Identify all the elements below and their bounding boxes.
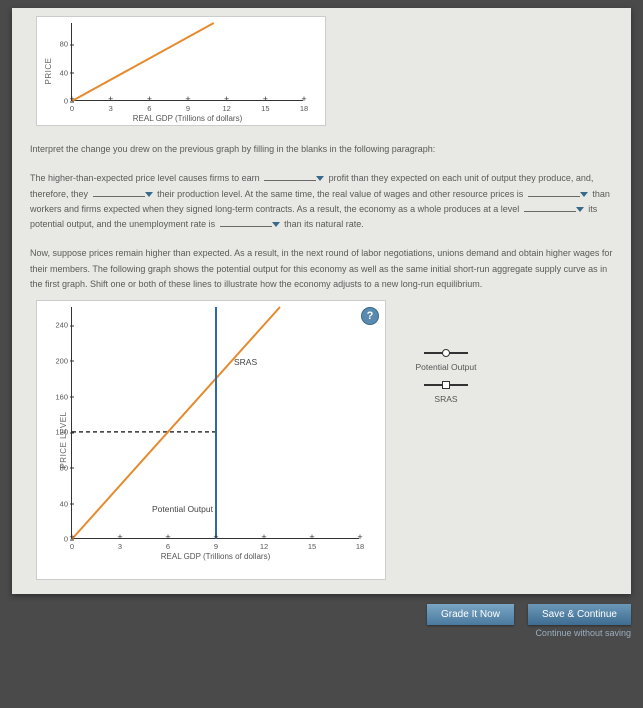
save-continue-button[interactable]: Save & Continue xyxy=(528,604,631,625)
legend-potential[interactable]: Potential Output xyxy=(396,348,496,372)
legend-sras-label: SRAS xyxy=(434,394,457,404)
caret-icon[interactable] xyxy=(272,222,280,227)
fill-paragraph-2: Now, suppose prices remain higher than e… xyxy=(30,246,613,292)
grade-button[interactable]: Grade It Now xyxy=(427,604,514,625)
blank-profit[interactable] xyxy=(264,171,316,181)
chart-2[interactable]: ? PRICE LEVEL REAL GDP (Trillions of dol… xyxy=(36,300,386,580)
chart1-xlabel: REAL GDP (Trillions of dollars) xyxy=(133,114,243,123)
chart2-ylabel: PRICE LEVEL xyxy=(59,412,68,469)
p1-c: their production level. At the same time… xyxy=(157,189,523,199)
chart-1: PRICE REAL GDP (Trillions of dollars) 04… xyxy=(36,16,326,126)
chart1-plot: REAL GDP (Trillions of dollars) 04080036… xyxy=(71,23,303,101)
caret-icon[interactable] xyxy=(580,192,588,197)
legend-sras[interactable]: SRAS xyxy=(396,380,496,404)
blank-unemp[interactable] xyxy=(220,217,272,227)
help-button[interactable]: ? xyxy=(361,307,379,325)
p1-a: The higher-than-expected price level cau… xyxy=(30,173,260,183)
fill-paragraph-1: The higher-than-expected price level cau… xyxy=(30,171,613,232)
p1-f: than its natural rate. xyxy=(284,219,364,229)
page: PRICE REAL GDP (Trillions of dollars) 04… xyxy=(12,8,631,594)
caret-icon[interactable] xyxy=(576,207,584,212)
caret-icon[interactable] xyxy=(145,192,153,197)
blank-production[interactable] xyxy=(93,187,145,197)
chart-2-outer: ? PRICE LEVEL REAL GDP (Trillions of dol… xyxy=(26,300,386,582)
chart1-ylabel: PRICE xyxy=(44,58,53,85)
caret-icon[interactable] xyxy=(316,176,324,181)
blank-wages[interactable] xyxy=(528,187,580,197)
footer: Grade It Now Save & Continue xyxy=(0,604,631,625)
continue-without-saving[interactable]: Continue without saving xyxy=(0,628,631,638)
chart2-plot[interactable]: REAL GDP (Trillions of dollars) 04080120… xyxy=(71,307,359,539)
legend-potential-label: Potential Output xyxy=(416,362,477,372)
chart2-legend: Potential Output SRAS xyxy=(396,340,496,412)
chart2-xlabel: REAL GDP (Trillions of dollars) xyxy=(161,552,271,561)
blank-level[interactable] xyxy=(524,202,576,212)
interpret-intro: Interpret the change you drew on the pre… xyxy=(30,142,613,157)
